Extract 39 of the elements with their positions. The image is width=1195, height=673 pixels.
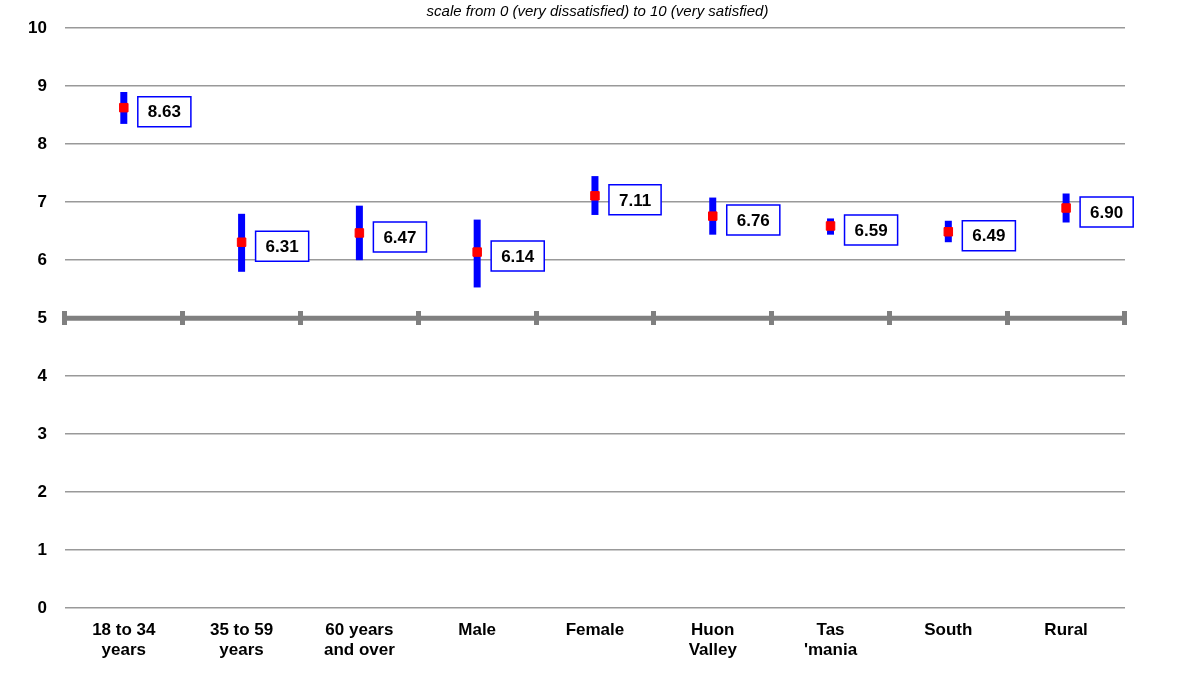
chart-subtitle: scale from 0 (very dissatisfied) to 10 (very satisfied) (425, 2, 770, 19)
data-label: 6.76 (736, 210, 770, 230)
data-label: 6.90 (1090, 202, 1124, 222)
x-tick-label: Female (565, 620, 625, 640)
x-tick-label: Rural (1044, 620, 1088, 640)
y-tick-label: 10 (27, 17, 47, 37)
point (472, 247, 482, 257)
y-tick-label: 0 (37, 597, 47, 617)
x-tick-label: 60 years and over (323, 620, 396, 660)
y-tick-label: 1 (37, 539, 47, 559)
x-tick-label: Huon Valley (688, 620, 738, 660)
y-tick-label: 3 (37, 423, 47, 443)
data-label: 6.31 (265, 236, 299, 256)
y-tick-label: 6 (37, 249, 47, 269)
point (1061, 203, 1071, 213)
y-tick-label: 4 (37, 365, 48, 385)
x-tick-label: Tas 'mania (803, 620, 858, 660)
point (825, 221, 836, 231)
data-label: 8.63 (147, 102, 181, 122)
point (590, 191, 600, 201)
x-tick-label: 35 to 59 years (209, 620, 274, 660)
data-label: 6.59 (854, 220, 888, 240)
y-tick-label: 9 (37, 75, 47, 95)
data-label: 6.14 (501, 246, 535, 266)
data-label: 6.49 (972, 226, 1006, 246)
point (708, 211, 718, 221)
data-label: 7.11 (618, 190, 652, 210)
point (354, 228, 365, 238)
y-tick-label: 7 (37, 191, 47, 211)
data-label: 6.47 (383, 227, 417, 247)
x-tick-label: 18 to 34 years (92, 620, 156, 660)
point (943, 227, 954, 237)
y-tick-label: 5 (37, 307, 47, 327)
x-tick-label: Male (458, 620, 497, 640)
y-tick-label: 2 (37, 481, 47, 501)
point (236, 237, 247, 247)
x-tick-label: South (924, 620, 973, 640)
point (119, 102, 129, 113)
y-tick-label: 8 (37, 133, 47, 153)
